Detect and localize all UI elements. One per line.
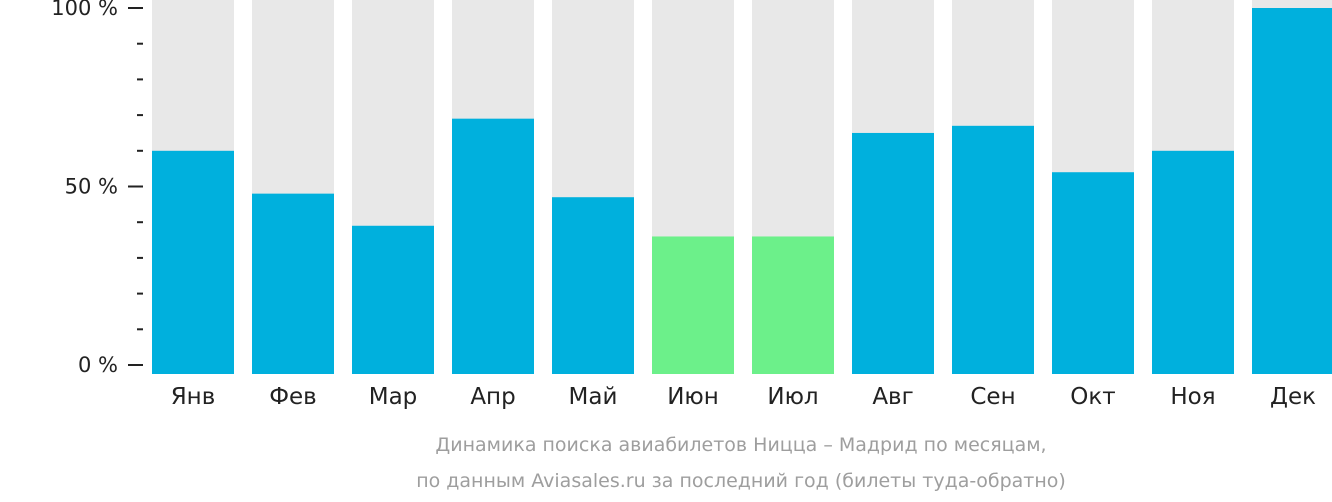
x-tick-label: Янв	[171, 384, 216, 410]
x-tick-label: Июн	[667, 384, 719, 410]
bar	[1152, 150, 1234, 374]
bar	[552, 197, 634, 374]
x-tick-label: Сен	[970, 384, 1015, 410]
x-tick-label: Ноя	[1170, 384, 1215, 410]
chart-caption-line-2: по данным Aviasales.ru за последний год …	[416, 470, 1066, 492]
x-tick-label: Апр	[470, 384, 515, 410]
bar	[952, 125, 1034, 374]
chart-caption-line-1: Динамика поиска авиабилетов Ницца – Мадр…	[435, 434, 1046, 456]
y-tick-label: 50 %	[65, 175, 118, 199]
y-tick-label: 0 %	[78, 353, 118, 377]
bar	[852, 132, 934, 374]
x-tick-label: Дек	[1270, 384, 1316, 410]
bar	[1052, 172, 1134, 374]
bar	[352, 225, 434, 374]
bar	[1252, 8, 1332, 374]
x-tick-label: Авг	[872, 384, 913, 410]
x-tick-label: Окт	[1070, 384, 1115, 410]
bar	[652, 236, 734, 374]
y-tick-label: 100 %	[51, 0, 118, 20]
x-axis-labels: Янв Фев Мар Апр Май Июн Июл Авг Сен Окт Ноя Дек	[171, 384, 1316, 410]
x-tick-label: Мар	[369, 384, 418, 410]
x-tick-label: Июл	[767, 384, 818, 410]
bar	[452, 118, 534, 374]
x-tick-label: Фев	[269, 384, 317, 410]
bar	[752, 236, 834, 374]
y-axis: 100 % 50 % 0 %	[51, 0, 143, 377]
bar-group	[152, 8, 1332, 374]
bar	[252, 193, 334, 374]
x-tick-label: Май	[569, 384, 618, 410]
bar	[152, 150, 234, 374]
